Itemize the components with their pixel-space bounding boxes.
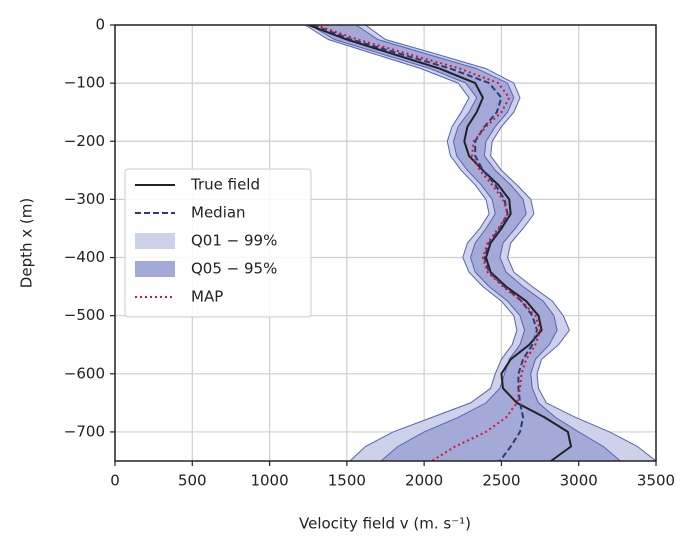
line: [315, 25, 542, 461]
legend-label: Median: [191, 204, 246, 222]
x-tick-label: 3000: [560, 472, 598, 490]
x-tick-label: 2000: [405, 472, 443, 490]
y-tick-label: 0: [95, 16, 105, 34]
y-tick-label: −700: [64, 422, 105, 440]
legend-swatch: [135, 233, 175, 249]
y-tick-label: −400: [64, 248, 105, 266]
x-tick-label: 2500: [482, 472, 520, 490]
band: [308, 25, 622, 461]
plot-frame: [114, 24, 657, 462]
y-tick-label: −500: [64, 306, 105, 324]
legend-label: Q05 − 95%: [191, 260, 277, 278]
x-tick-label: 3500: [637, 472, 675, 490]
x-tick-label: 0: [110, 472, 120, 490]
line: [312, 25, 539, 461]
line: [307, 25, 573, 461]
legend-label: MAP: [191, 288, 223, 306]
x-tick-label: 1000: [250, 472, 288, 490]
y-axis-label: Depth x (m): [18, 198, 36, 288]
y-tick-label: −100: [64, 74, 105, 92]
x-axis-label: Velocity field v (m. s⁻¹): [299, 515, 471, 533]
plot: [304, 25, 656, 461]
y-tick-label: −600: [64, 364, 105, 382]
x-tick-label: 500: [178, 472, 207, 490]
legend-box: [124, 168, 312, 318]
x-tick-label: 1500: [328, 472, 366, 490]
legend-label: Q01 − 99%: [191, 232, 277, 250]
y-tick-label: −200: [64, 132, 105, 150]
legend-label: True field: [190, 176, 260, 194]
legend-swatch: [135, 261, 175, 277]
y-tick-label: −300: [64, 190, 105, 208]
